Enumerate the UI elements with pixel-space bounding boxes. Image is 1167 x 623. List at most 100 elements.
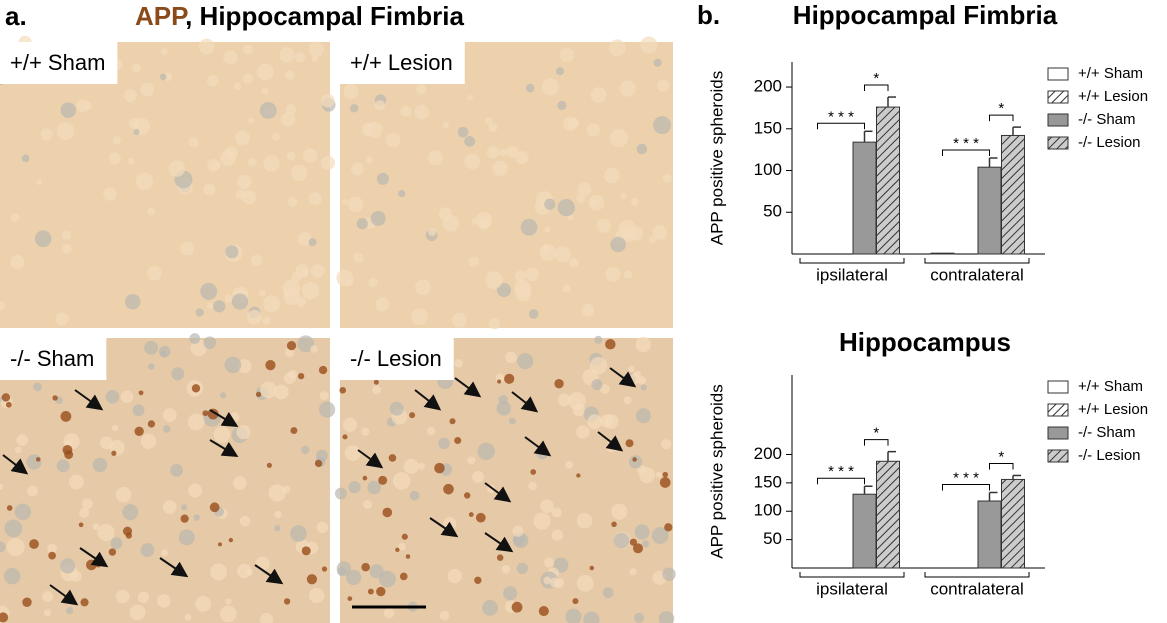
spheroid: [629, 538, 638, 546]
cell: [242, 73, 253, 84]
cell: [652, 225, 668, 240]
category-bracket: [799, 572, 905, 578]
arrow: [454, 377, 482, 398]
cell: [334, 487, 347, 500]
cell: [567, 117, 580, 129]
spheroid: [367, 588, 374, 595]
cell: [640, 384, 647, 391]
cell: [543, 576, 552, 585]
cell: [319, 391, 329, 401]
cell: [195, 595, 212, 612]
spheroid: [290, 427, 298, 435]
cell: [457, 126, 469, 138]
cell: [200, 282, 218, 300]
cell: [506, 145, 519, 158]
spheroid: [468, 512, 474, 517]
spheroid: [511, 601, 523, 613]
spheroid: [572, 598, 579, 605]
cell: [488, 122, 498, 132]
cell: [356, 218, 368, 230]
cell: [309, 587, 325, 604]
panel-label: +/+ Sham: [10, 50, 105, 75]
cell: [353, 252, 364, 263]
cell: [184, 613, 192, 621]
cell: [0, 483, 4, 491]
cell: [274, 510, 282, 519]
spheroid: [265, 360, 276, 371]
y-axis-label: APP positive spheroids: [707, 71, 726, 246]
cell: [336, 269, 354, 287]
cell: [533, 512, 551, 530]
cell: [310, 345, 318, 353]
cell: [363, 499, 373, 509]
cell: [21, 154, 30, 163]
cell: [122, 504, 139, 521]
bar: [930, 252, 955, 255]
cell: [320, 93, 335, 108]
cell: [162, 500, 177, 514]
cell: [629, 567, 637, 576]
cell: [345, 569, 362, 586]
cell: [577, 182, 592, 196]
spheroid: [217, 542, 222, 547]
spheroid: [454, 436, 462, 445]
cell: [308, 238, 317, 247]
cell: [418, 462, 426, 470]
cell: [187, 413, 205, 431]
cell: [237, 359, 252, 374]
cell: [608, 39, 626, 57]
label-bg: [340, 42, 465, 84]
significance-bracket: [989, 462, 1014, 470]
cell: [92, 523, 100, 531]
cell: [516, 562, 528, 574]
legend-swatch: [1047, 449, 1069, 463]
cell: [297, 232, 312, 246]
cell: [4, 519, 23, 538]
cell: [657, 79, 670, 92]
cell: [56, 122, 75, 141]
cell: [471, 218, 479, 225]
cell: [488, 318, 501, 330]
significance-bracket: [817, 477, 865, 485]
cell: [628, 365, 635, 373]
spheroid: [6, 505, 13, 511]
cell: [115, 486, 132, 503]
cell: [247, 309, 262, 325]
cell: [203, 336, 217, 350]
bar: [876, 460, 900, 569]
cell: [602, 587, 614, 599]
cell: [219, 605, 237, 623]
cell: [454, 359, 464, 368]
cell: [559, 47, 575, 63]
cell: [661, 439, 672, 450]
cell: [285, 104, 297, 115]
legend-label: -/- Lesion: [1078, 447, 1141, 464]
spheroid: [86, 559, 97, 571]
legend-label: +/+ Sham: [1078, 65, 1143, 82]
cell: [308, 41, 325, 57]
cell: [310, 264, 325, 279]
spheroid: [0, 612, 9, 623]
legend-swatch: [1047, 380, 1069, 394]
spheroid: [321, 566, 328, 572]
cell: [232, 476, 247, 490]
cell: [379, 570, 396, 588]
cell: [207, 302, 214, 309]
cell: [464, 135, 476, 147]
cell: [259, 102, 277, 119]
bar: [1001, 134, 1025, 255]
cell: [33, 382, 43, 392]
cell: [97, 523, 115, 542]
chart-title: Hippocampal Fimbria: [793, 0, 1058, 30]
cell: [501, 564, 511, 574]
cell: [115, 589, 130, 604]
cell: [302, 148, 318, 163]
cell: [350, 162, 364, 176]
significance-label: *: [873, 70, 879, 87]
cell: [376, 172, 389, 185]
spheroid: [266, 462, 272, 468]
cell: [471, 470, 485, 483]
cell: [26, 454, 42, 470]
spheroid: [382, 507, 393, 518]
cell: [642, 540, 650, 548]
